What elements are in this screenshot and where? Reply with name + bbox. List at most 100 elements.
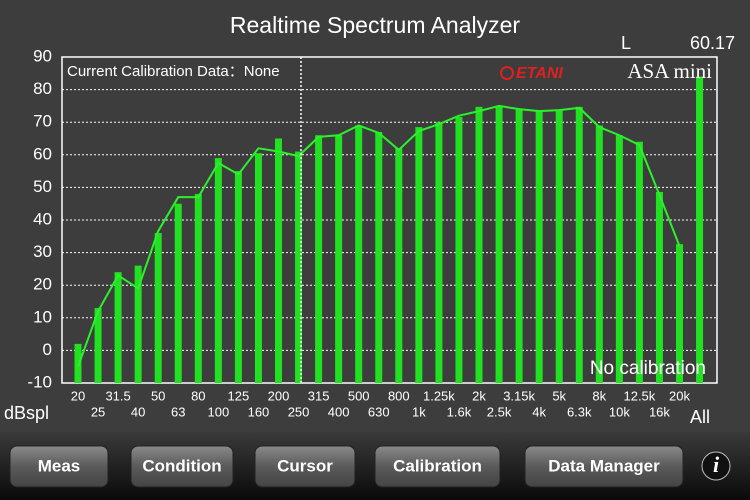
toolbar-button[interactable]: Data Manager (524, 445, 684, 488)
button-label: Data Manager (548, 456, 660, 475)
bar (355, 125, 363, 384)
app-title: Realtime Spectrum Analyzer (230, 12, 521, 38)
calibration-info: Current Calibration Data：None (67, 63, 280, 80)
logo-icon (500, 66, 514, 80)
button-label: Condition (142, 456, 221, 475)
x-tick-label: 10k (609, 404, 630, 419)
x-tick-label: 500 (348, 388, 370, 403)
button-face (374, 445, 501, 488)
bar (515, 109, 523, 383)
info-button[interactable] (701, 451, 731, 481)
y-tick-label: 90 (33, 46, 52, 65)
bar (555, 110, 563, 383)
x-tick-label: 630 (368, 404, 390, 419)
x-tick-label: 40 (131, 404, 145, 419)
x-tick-label: 100 (207, 404, 229, 419)
x-tick-label: 1.6k (447, 404, 472, 419)
bar (254, 153, 262, 383)
bar (174, 203, 182, 383)
toolbar-button[interactable]: Cursor (254, 445, 356, 488)
x-tick-label: 125 (228, 388, 250, 403)
x-tick-label: 3.15k (503, 388, 535, 403)
y-tick-label: 30 (33, 242, 52, 261)
bar (94, 308, 102, 383)
bar (395, 148, 403, 383)
calibration-status: No calibration (590, 358, 706, 379)
button-label: Cursor (277, 456, 333, 475)
bar (295, 151, 303, 383)
x-tick-label: 63 (171, 404, 185, 419)
bar (134, 265, 142, 383)
bar (696, 76, 704, 383)
bar (275, 138, 282, 383)
logo-product: ASA mini (627, 59, 712, 83)
x-tick-label: 315 (308, 388, 330, 403)
bar (154, 233, 162, 383)
y-unit: dBspl (4, 403, 49, 423)
x-tick-label: 250 (288, 404, 310, 419)
x-tick-label: 2.5k (487, 404, 512, 419)
x-tick-label: 4k (532, 404, 546, 419)
spectrum-line (77, 104, 681, 368)
bar (234, 171, 242, 383)
x-tick-label: 200 (268, 388, 290, 403)
x-tick-label: All (690, 407, 710, 427)
x-tick-label: 6.3k (567, 404, 592, 419)
bar (595, 125, 603, 384)
x-tick-label: 31.5 (105, 388, 130, 403)
button-face (524, 445, 684, 488)
x-tick-label: 20 (71, 388, 85, 403)
y-tick-label: 80 (33, 79, 52, 98)
x-tick-label: 1k (412, 404, 426, 419)
x-tick-label: 5k (552, 388, 566, 403)
button-label: Meas (38, 456, 81, 475)
background (0, 0, 750, 432)
button-label: Calibration (393, 456, 482, 475)
y-tick-label: 40 (33, 209, 52, 228)
x-tick-label: 2k (472, 388, 486, 403)
x-tick-label: 50 (151, 388, 165, 403)
y-tick-label: 50 (33, 177, 52, 196)
bar (335, 135, 343, 383)
chart: -100102030405060708090202531.54050638010… (27, 46, 717, 427)
bar (455, 116, 463, 383)
y-tick-label: 20 (33, 275, 52, 294)
bar (655, 191, 663, 383)
button-face (254, 445, 356, 488)
y-tick-label: 10 (33, 307, 52, 326)
bar (475, 106, 483, 384)
y-tick-label: -10 (27, 372, 52, 391)
toolbar-button[interactable]: Calibration (374, 445, 501, 488)
bar (114, 272, 122, 383)
y-tick-label: 60 (33, 144, 52, 163)
x-tick-label: 1.25k (423, 388, 455, 403)
bar (375, 131, 383, 383)
y-tick-label: 70 (33, 112, 52, 131)
bar (676, 244, 683, 383)
bar (575, 106, 583, 384)
button-face (130, 445, 234, 488)
bar (495, 105, 503, 384)
logo-brand: ETANI (516, 65, 563, 82)
bar (74, 343, 82, 383)
bar (535, 110, 543, 383)
overall-level: 60.17 (690, 33, 735, 53)
bar (415, 127, 423, 383)
x-tick-label: 800 (388, 388, 410, 403)
x-tick-label: 25 (91, 404, 105, 419)
toolbar-button[interactable]: Condition (130, 445, 234, 488)
x-tick-label: 160 (248, 404, 270, 419)
x-tick-label: 16k (649, 404, 670, 419)
bar (214, 158, 222, 383)
bar (435, 122, 443, 383)
x-tick-label: 400 (328, 404, 350, 419)
x-tick-label: 8k (592, 388, 606, 403)
x-tick-label: 12.5k (623, 388, 655, 403)
bar (615, 135, 623, 383)
y-tick-label: 0 (43, 340, 52, 359)
x-tick-label: 80 (191, 388, 205, 403)
bar (194, 193, 202, 383)
toolbar-buttons: Meas Condition Cursor Calibration Data Manag… (9, 445, 684, 488)
toolbar-button[interactable]: Meas (9, 445, 109, 488)
